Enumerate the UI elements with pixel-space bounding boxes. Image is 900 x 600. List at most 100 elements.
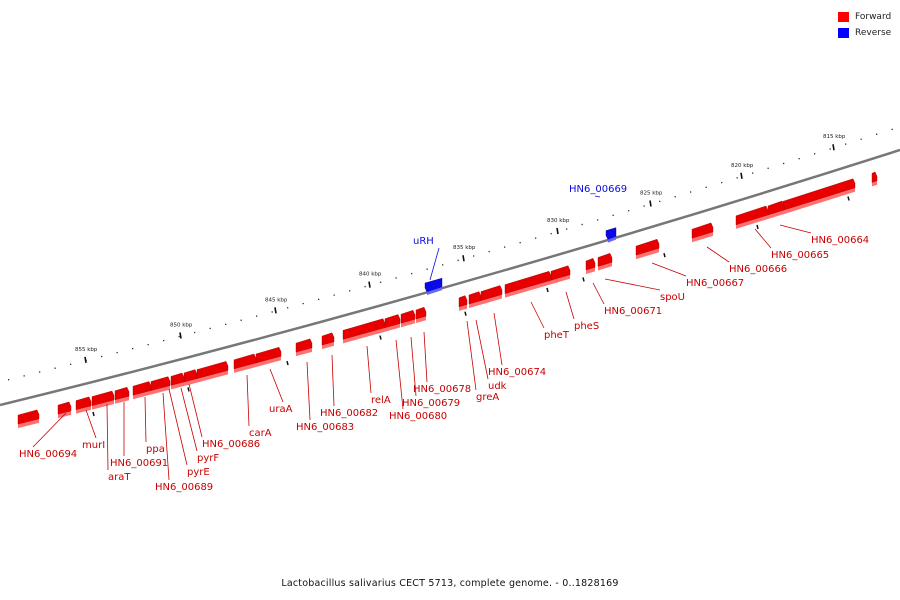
gene-block-forward[interactable]: [321, 332, 335, 346]
scale-tick: [274, 307, 277, 314]
gene-label-urh[interactable]: uRH: [413, 236, 434, 247]
legend-forward-label: Forward: [855, 11, 892, 22]
gene-block-forward[interactable]: [75, 396, 92, 410]
gene-label-hn6-00665[interactable]: HN6_00665: [771, 250, 829, 261]
gene-block-forward[interactable]: [170, 372, 185, 386]
gene-block-forward[interactable]: [458, 295, 468, 308]
gene-block-forward[interactable]: [635, 239, 660, 256]
scale-tick: [462, 255, 465, 262]
gene-label-uraa[interactable]: uraA: [269, 404, 293, 415]
gene-block-forward[interactable]: [132, 381, 152, 396]
gene-block-side: [505, 280, 551, 298]
gene-label-phes[interactable]: pheS: [574, 321, 599, 332]
gene-block-forward[interactable]: [17, 409, 40, 425]
gene-block-side: [171, 381, 184, 390]
gene-block-forward[interactable]: [468, 291, 482, 305]
feature-mark: [546, 287, 549, 293]
reverse-swatch: [838, 27, 849, 38]
gene-label-hn6-00691[interactable]: HN6_00691: [110, 458, 168, 469]
legend-forward: Forward: [838, 9, 898, 24]
gene-label-udk[interactable]: udk: [488, 381, 507, 392]
gene-block-forward[interactable]: [342, 318, 386, 340]
scale-label: 840 kbp: [359, 272, 382, 278]
gene-block-forward[interactable]: [597, 253, 613, 267]
feature-mark: [92, 411, 95, 417]
gene-block-side: [481, 294, 502, 305]
gene-label-ppa[interactable]: ppa: [146, 444, 165, 455]
gene-label-grea[interactable]: greA: [476, 392, 499, 403]
gene-block-forward[interactable]: [91, 390, 115, 406]
gene-leader-line: [168, 388, 188, 466]
scale-dot: [612, 214, 614, 216]
scale-dot: [566, 228, 568, 230]
scale-dot: [163, 339, 165, 342]
feature-mark: [464, 311, 467, 316]
scale-label: 825 kbp: [640, 190, 663, 196]
scale-dot: [23, 375, 25, 377]
gene-label-hn6-00679[interactable]: HN6_00679: [402, 398, 460, 409]
scale-tick: [84, 356, 87, 364]
gene-block-forward[interactable]: [504, 271, 552, 294]
gene-block-forward[interactable]: [57, 401, 72, 415]
gene-label-spou[interactable]: spoU: [660, 292, 685, 303]
gene-block-forward[interactable]: [415, 306, 427, 320]
scale-dot: [473, 255, 475, 257]
gene-label-phet[interactable]: pheT: [544, 330, 570, 341]
gene-block-forward[interactable]: [735, 205, 769, 226]
gene-block-forward[interactable]: [871, 171, 878, 183]
scale-dot: [597, 219, 599, 221]
scale-dot: [845, 143, 847, 145]
scale-tick: [556, 227, 559, 235]
gene-label-hn6-00683[interactable]: HN6_00683: [296, 422, 354, 433]
gene-leader-line: [32, 412, 67, 448]
gene-label-hn6-00682[interactable]: HN6_00682: [320, 408, 378, 419]
gene-block-forward[interactable]: [585, 258, 596, 271]
scale-dot: [442, 264, 444, 266]
gene-block-side: [692, 231, 713, 243]
gene-block-side: [401, 319, 415, 328]
scale-dot: [116, 351, 118, 354]
gene-label-hn6-00669[interactable]: HN6_00669: [569, 184, 627, 195]
gene-block-side: [427, 287, 442, 295]
gene-label-pyrf[interactable]: pyrF: [197, 453, 219, 464]
gene-leader-line: [246, 374, 250, 427]
gene-label-hn6-00664[interactable]: HN6_00664: [811, 235, 869, 246]
scale-label: 845 kbp: [265, 297, 288, 303]
gene-label-hn6-00680[interactable]: HN6_00680: [389, 411, 447, 422]
gene-label-hn6-00674[interactable]: HN6_00674: [488, 367, 546, 378]
gene-label-hn6-00689[interactable]: HN6_00689: [155, 482, 213, 493]
scale-label: 855 kbp: [75, 347, 98, 353]
gene-label-hn6-00678[interactable]: HN6_00678: [413, 384, 471, 395]
gene-leader-line: [706, 246, 730, 263]
gene-block-side: [608, 236, 616, 243]
gene-leader-line: [475, 319, 489, 380]
gene-label-arat[interactable]: araT: [108, 472, 131, 483]
gene-label-pyre[interactable]: pyrE: [187, 467, 210, 478]
gene-label-cara[interactable]: carA: [249, 428, 272, 439]
gene-label-muri[interactable]: murI: [82, 440, 105, 451]
gene-block-forward[interactable]: [295, 338, 313, 353]
gene-label-hn6-00671[interactable]: HN6_00671: [604, 306, 662, 317]
gene-label-hn6-00694[interactable]: HN6_00694: [19, 449, 77, 460]
scale-dot: [287, 307, 289, 309]
gene-label-hn6-00666[interactable]: HN6_00666: [729, 264, 787, 275]
gene-block-side: [416, 316, 426, 324]
scale-dot: [101, 355, 103, 358]
scale-dot: [752, 172, 754, 174]
gene-block-forward[interactable]: [233, 353, 257, 370]
scale-dot: [194, 331, 196, 334]
gene-block-forward[interactable]: [114, 386, 130, 401]
gene-label-rela[interactable]: relA: [371, 395, 391, 406]
scale-tick: [649, 200, 652, 207]
scale-dot: [488, 250, 490, 253]
scale-dot: [132, 347, 134, 350]
gene-label-hn6-00686[interactable]: HN6_00686: [202, 439, 260, 450]
gene-label-hn6-00667[interactable]: HN6_00667: [686, 278, 744, 289]
gene-block-forward[interactable]: [691, 222, 714, 239]
gene-block-forward[interactable]: [400, 310, 416, 324]
scale-dot: [659, 200, 661, 203]
gene-leader-line: [410, 336, 417, 397]
gene-features: [17, 171, 878, 429]
gene-leader-line: [188, 383, 203, 438]
feature-mark: [286, 360, 289, 366]
